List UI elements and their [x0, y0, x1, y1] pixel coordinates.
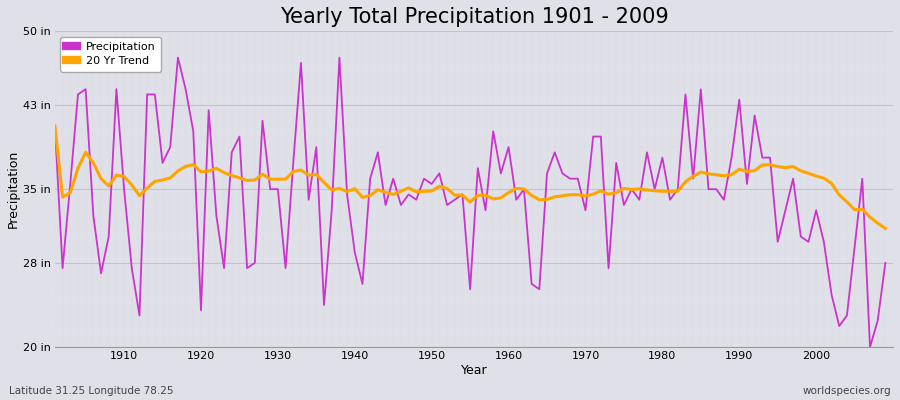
20 Yr Trend	[503, 190, 514, 195]
Legend: Precipitation, 20 Yr Trend: Precipitation, 20 Yr Trend	[60, 37, 161, 72]
Precipitation	[173, 55, 184, 60]
Y-axis label: Precipitation: Precipitation	[7, 150, 20, 228]
20 Yr Trend	[880, 226, 891, 231]
20 Yr Trend	[280, 177, 291, 182]
Precipitation	[511, 197, 522, 202]
Precipitation	[865, 345, 876, 350]
Precipitation	[288, 160, 299, 165]
20 Yr Trend	[596, 188, 607, 193]
Precipitation	[111, 87, 122, 92]
Precipitation	[503, 145, 514, 150]
Precipitation	[334, 55, 345, 60]
Precipitation	[603, 266, 614, 270]
Precipitation	[50, 124, 60, 128]
Title: Yearly Total Precipitation 1901 - 2009: Yearly Total Precipitation 1901 - 2009	[280, 7, 669, 27]
20 Yr Trend	[50, 124, 60, 128]
Line: 20 Yr Trend: 20 Yr Trend	[55, 126, 886, 228]
Text: Latitude 31.25 Longitude 78.25: Latitude 31.25 Longitude 78.25	[9, 386, 174, 396]
20 Yr Trend	[111, 173, 122, 178]
20 Yr Trend	[327, 188, 338, 192]
Line: Precipitation: Precipitation	[55, 58, 886, 347]
Text: worldspecies.org: worldspecies.org	[803, 386, 891, 396]
X-axis label: Year: Year	[461, 364, 487, 377]
Precipitation	[880, 260, 891, 265]
20 Yr Trend	[496, 196, 507, 200]
